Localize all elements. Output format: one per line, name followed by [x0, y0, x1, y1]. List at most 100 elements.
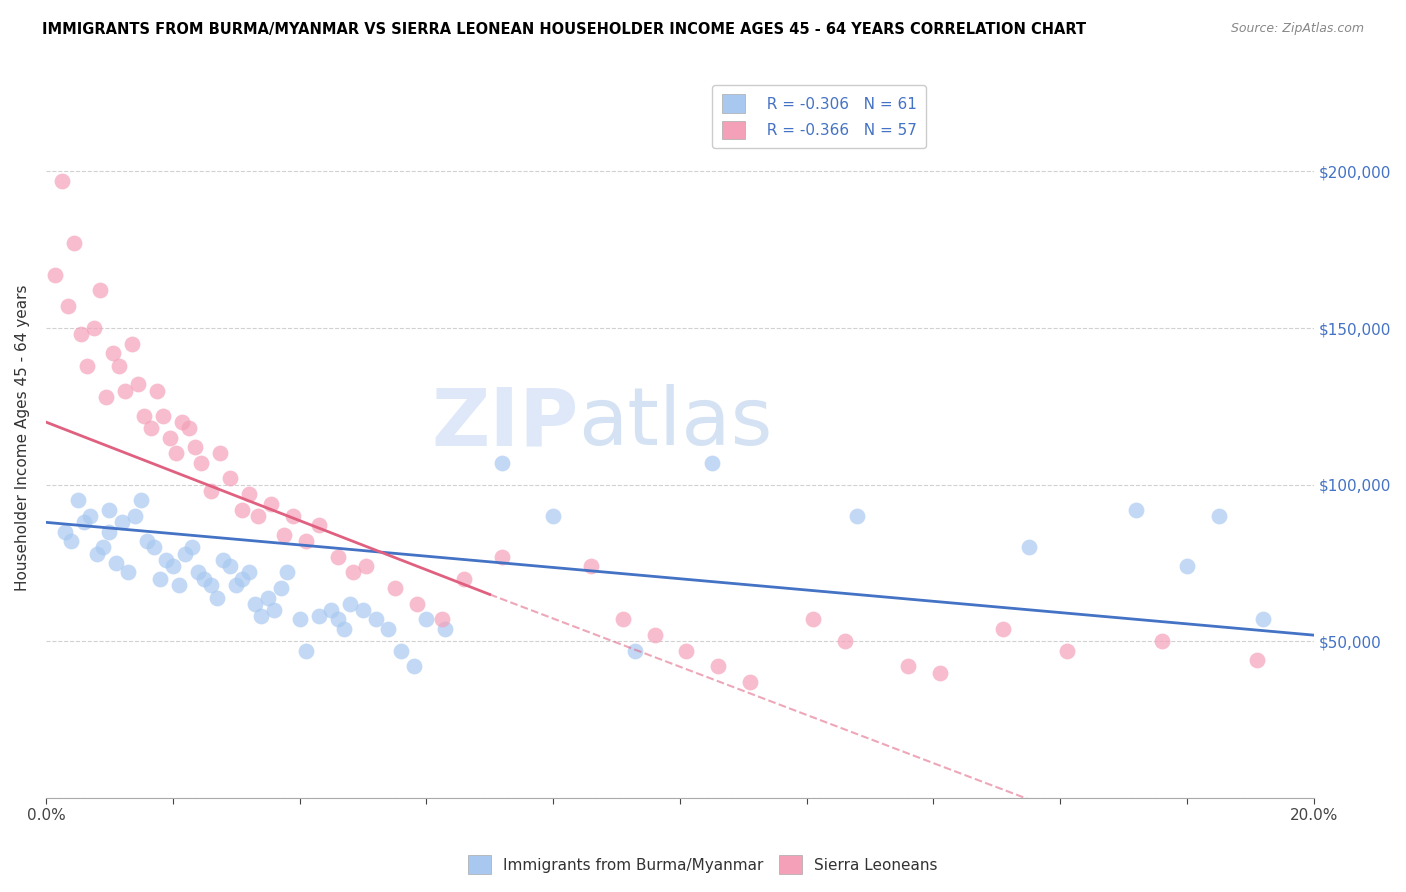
- Point: [124, 509, 146, 524]
- Point: [430, 612, 453, 626]
- Point: [142, 541, 165, 555]
- Legend: Immigrants from Burma/Myanmar, Sierra Leoneans: Immigrants from Burma/Myanmar, Sierra Le…: [463, 849, 943, 880]
- Point: [1150, 634, 1173, 648]
- Point: [51, 174, 73, 188]
- Point: [405, 597, 427, 611]
- Point: [167, 578, 190, 592]
- Point: [231, 503, 253, 517]
- Point: [308, 609, 330, 624]
- Legend:   R = -0.306   N = 61,   R = -0.366   N = 57: R = -0.306 N = 61, R = -0.366 N = 57: [713, 85, 925, 148]
- Point: [53, 524, 76, 539]
- Point: [308, 518, 330, 533]
- Point: [149, 572, 172, 586]
- Point: [384, 581, 406, 595]
- Point: [834, 634, 856, 648]
- Point: [162, 559, 184, 574]
- Point: [225, 578, 247, 592]
- Point: [159, 431, 181, 445]
- Point: [707, 659, 730, 673]
- Point: [146, 384, 169, 398]
- Y-axis label: Householder Income Ages 45 - 64 years: Householder Income Ages 45 - 64 years: [15, 285, 30, 591]
- Point: [801, 612, 824, 626]
- Point: [79, 509, 101, 524]
- Point: [155, 553, 177, 567]
- Point: [127, 377, 149, 392]
- Text: Source: ZipAtlas.com: Source: ZipAtlas.com: [1230, 22, 1364, 36]
- Point: [139, 421, 162, 435]
- Point: [644, 628, 666, 642]
- Point: [1251, 612, 1274, 626]
- Point: [91, 541, 114, 555]
- Text: atlas: atlas: [578, 384, 773, 462]
- Point: [352, 603, 374, 617]
- Point: [1175, 559, 1198, 574]
- Point: [415, 612, 437, 626]
- Point: [276, 566, 298, 580]
- Point: [283, 509, 305, 524]
- Point: [212, 553, 235, 567]
- Point: [326, 549, 349, 564]
- Point: [541, 509, 564, 524]
- Point: [491, 549, 513, 564]
- Point: [111, 516, 134, 530]
- Point: [364, 612, 387, 626]
- Point: [250, 609, 273, 624]
- Point: [579, 559, 602, 574]
- Point: [190, 456, 212, 470]
- Point: [44, 268, 66, 282]
- Point: [333, 622, 356, 636]
- Point: [187, 566, 209, 580]
- Point: [897, 659, 920, 673]
- Point: [108, 359, 131, 373]
- Point: [434, 622, 457, 636]
- Point: [389, 644, 412, 658]
- Point: [66, 493, 89, 508]
- Point: [98, 524, 121, 539]
- Point: [624, 644, 647, 658]
- Point: [326, 612, 349, 626]
- Point: [1208, 509, 1230, 524]
- Point: [354, 559, 377, 574]
- Point: [675, 644, 697, 658]
- Point: [256, 591, 278, 605]
- Point: [180, 541, 202, 555]
- Point: [321, 603, 343, 617]
- Point: [218, 471, 240, 485]
- Point: [342, 566, 364, 580]
- Point: [129, 493, 152, 508]
- Point: [218, 559, 240, 574]
- Point: [270, 581, 292, 595]
- Point: [238, 566, 260, 580]
- Point: [612, 612, 634, 626]
- Point: [209, 446, 232, 460]
- Point: [89, 284, 111, 298]
- Point: [184, 440, 207, 454]
- Point: [177, 421, 200, 435]
- Text: IMMIGRANTS FROM BURMA/MYANMAR VS SIERRA LEONEAN HOUSEHOLDER INCOME AGES 45 - 64 : IMMIGRANTS FROM BURMA/MYANMAR VS SIERRA …: [42, 22, 1087, 37]
- Point: [231, 572, 253, 586]
- Point: [991, 622, 1014, 636]
- Point: [73, 516, 96, 530]
- Point: [193, 572, 215, 586]
- Point: [260, 497, 283, 511]
- Point: [339, 597, 361, 611]
- Point: [172, 415, 194, 429]
- Point: [60, 534, 83, 549]
- Point: [63, 236, 86, 251]
- Point: [152, 409, 174, 423]
- Point: [114, 384, 136, 398]
- Point: [1246, 653, 1268, 667]
- Point: [165, 446, 187, 460]
- Point: [121, 336, 143, 351]
- Point: [453, 572, 475, 586]
- Point: [200, 578, 222, 592]
- Point: [295, 644, 318, 658]
- Point: [491, 456, 513, 470]
- Point: [1125, 503, 1147, 517]
- Point: [846, 509, 869, 524]
- Point: [117, 566, 139, 580]
- Point: [76, 359, 98, 373]
- Point: [200, 483, 222, 498]
- Point: [104, 556, 127, 570]
- Point: [402, 659, 425, 673]
